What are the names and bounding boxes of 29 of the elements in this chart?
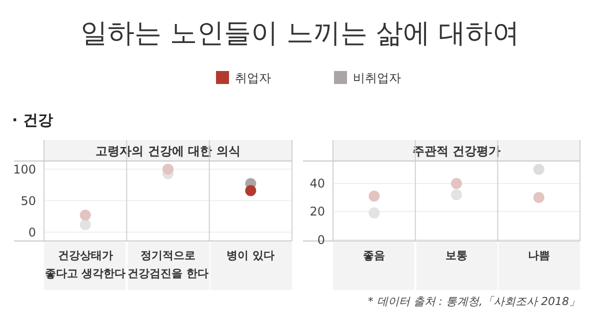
legend-label: 비취업자 bbox=[353, 71, 401, 85]
point bbox=[533, 192, 544, 203]
point bbox=[368, 190, 380, 202]
point bbox=[451, 189, 462, 200]
y-tick-label: 0 bbox=[28, 225, 36, 240]
y-tick-label: 40 bbox=[310, 176, 325, 191]
legend-label: 취업자 bbox=[235, 71, 271, 85]
x-tick-label: 정기적으로 건강검진을 한다 bbox=[128, 249, 208, 280]
x-tick-label: 건강상태가 좋다고 생각한다 bbox=[44, 249, 126, 280]
x-tick-label: 나쁨 bbox=[528, 249, 550, 262]
x-tick-label: 좋음 bbox=[363, 249, 386, 262]
point bbox=[80, 210, 91, 221]
text: 일하는 노인들이 느끼는 삶에 대하여 bbox=[80, 18, 520, 49]
y-tick-label: 100 bbox=[13, 162, 36, 176]
point bbox=[245, 185, 256, 196]
point bbox=[533, 164, 544, 175]
y-tick-label: 0 bbox=[317, 232, 325, 247]
text: * 데이터 출처 : 통계청,「사회조사 2018」 bbox=[368, 295, 580, 308]
chart-title: 고령자의 건강에 대한 의식 bbox=[96, 144, 240, 158]
chart-title: 주관적 건강평가 bbox=[412, 144, 501, 158]
x-tick-label: 보통 bbox=[446, 249, 468, 262]
point bbox=[162, 164, 174, 175]
point bbox=[451, 178, 462, 189]
y-tick-label: 20 bbox=[310, 204, 325, 219]
point bbox=[368, 207, 380, 218]
text: · 건강 bbox=[12, 111, 53, 129]
y-tick-label: 50 bbox=[20, 194, 36, 208]
point bbox=[80, 219, 91, 230]
x-tick-label: 병이 있다 bbox=[226, 249, 275, 262]
